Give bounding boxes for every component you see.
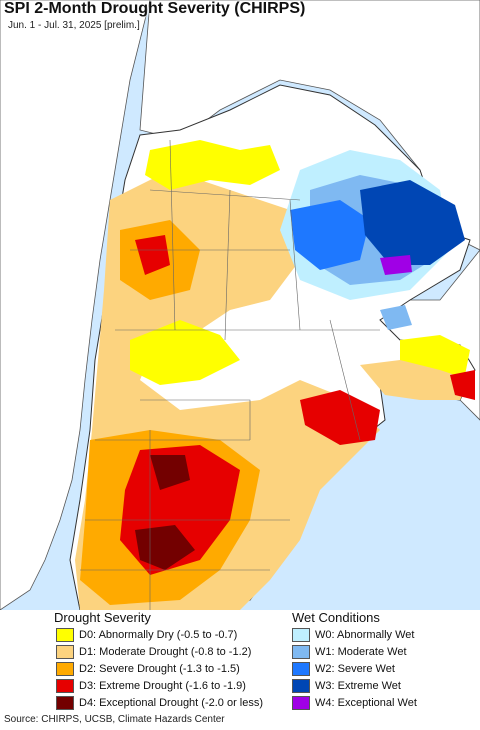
legend-label-w3: W3: Extreme Wet: [315, 679, 401, 692]
w2-region: [290, 200, 370, 270]
d0-patch-center: [130, 320, 240, 385]
legend-item-d1: D1: Moderate Drought (-0.8 to -1.2): [56, 643, 251, 660]
d0-patch-north: [145, 140, 280, 190]
wet-legend-heading: Wet Conditions: [292, 610, 380, 625]
legend-swatch-d0: [56, 627, 74, 642]
page-title: SPI 2-Month Drought Severity (CHIRPS): [4, 0, 306, 17]
legend-item-d2: D2: Severe Drought (-1.3 to -1.5): [56, 660, 240, 677]
legend-label-d2: D2: Severe Drought (-1.3 to -1.5): [79, 662, 240, 675]
d3-north: [135, 235, 170, 275]
legend-swatch-d2: [56, 661, 74, 676]
legend-item-d4: D4: Exceptional Drought (-2.0 or less): [56, 694, 263, 711]
w3-region: [360, 180, 465, 265]
legend-item-w0: W0: Abnormally Wet: [292, 626, 414, 643]
d3-far-east: [450, 370, 475, 400]
legend-label-w4: W4: Exceptional Wet: [315, 696, 417, 709]
legend-swatch-w0: [292, 627, 310, 642]
legend-item-d0: D0: Abnormally Dry (-0.5 to -0.7): [56, 626, 237, 643]
legend-swatch-w3: [292, 678, 310, 693]
legend-label-d1: D1: Moderate Drought (-0.8 to -1.2): [79, 645, 252, 658]
legend-label-w0: W0: Abnormally Wet: [315, 628, 415, 641]
legend-label-w2: W2: Severe Wet: [315, 662, 395, 675]
legend-item-d3: D3: Extreme Drought (-1.6 to -1.9): [56, 677, 246, 694]
w4-region: [380, 255, 412, 275]
province-borders: [80, 139, 380, 610]
map-area: SPI 2-Month Drought Severity (CHIRPS) Ju…: [0, 0, 480, 610]
legend-label-w1: W1: Moderate Wet: [315, 645, 407, 658]
source-credit: Source: CHIRPS, UCSB, Climate Hazards Ce…: [4, 714, 225, 725]
page-subtitle: Jun. 1 - Jul. 31, 2025 [prelim.]: [6, 20, 142, 31]
legend-item-w3: W3: Extreme Wet: [292, 677, 401, 694]
legend-item-w1: W1: Moderate Wet: [292, 643, 407, 660]
legend-swatch-d4: [56, 695, 74, 710]
legend-item-w2: W2: Severe Wet: [292, 660, 395, 677]
chile-land: [0, 0, 151, 610]
legend-swatch-d3: [56, 678, 74, 693]
legend-swatch-d1: [56, 644, 74, 659]
d3-east: [300, 390, 380, 445]
legend-label-d3: D3: Extreme Drought (-1.6 to -1.9): [79, 679, 246, 692]
legend-label-d0: D0: Abnormally Dry (-0.5 to -0.7): [79, 628, 238, 641]
w1-patch-east: [380, 305, 412, 330]
d4-core-a: [150, 455, 190, 490]
legend-swatch-w4: [292, 695, 310, 710]
legend-swatch-w1: [292, 644, 310, 659]
d1-east: [360, 360, 470, 400]
legend-swatch-w2: [292, 661, 310, 676]
legend-label-d4: D4: Exceptional Drought (-2.0 or less): [79, 696, 264, 709]
drought-map: [0, 0, 480, 610]
drought-legend-heading: Drought Severity: [54, 610, 151, 625]
legend-item-w4: W4: Exceptional Wet: [292, 694, 417, 711]
